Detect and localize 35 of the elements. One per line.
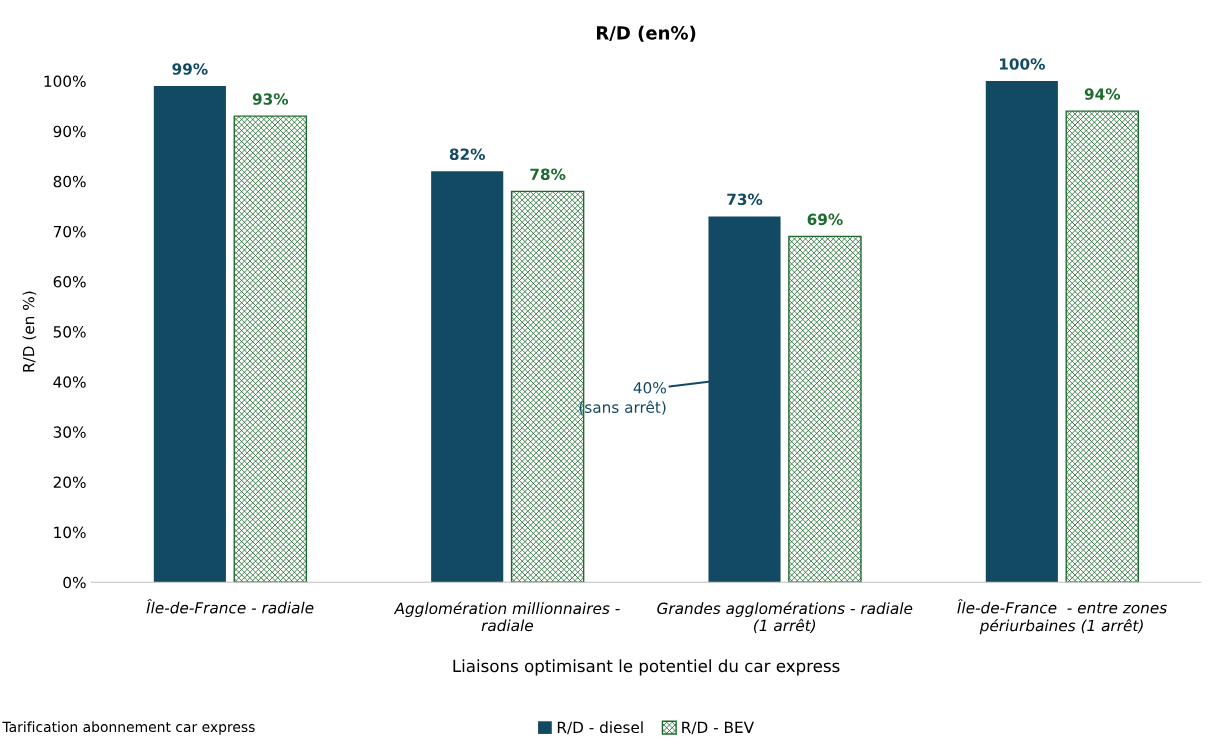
bar xyxy=(233,115,308,583)
y-tick-label: 100% xyxy=(44,75,86,88)
y-tick-label: 30% xyxy=(53,426,86,438)
bar xyxy=(788,235,862,583)
data-label: 82% xyxy=(449,148,485,160)
data-label: 94% xyxy=(1084,88,1121,100)
y-axis-title: R/D (en %) xyxy=(22,291,37,372)
bar xyxy=(1065,110,1140,583)
chart-title: R/D (en%) xyxy=(596,25,696,42)
bar xyxy=(153,86,226,583)
text: Tarification abonnement car express xyxy=(2,721,255,735)
x-axis-title: Liaisons optimisant le potentiel du car express xyxy=(453,659,840,676)
y-tick-label: 50% xyxy=(53,326,86,338)
y-tick-label: 90% xyxy=(53,125,86,138)
bar xyxy=(985,81,1058,583)
legend-label: R/D - BEV xyxy=(682,721,754,735)
data-label: 73% xyxy=(727,193,763,206)
y-tick-label: 10% xyxy=(54,526,86,539)
data-label: 69% xyxy=(807,213,843,226)
y-tick-label: 70% xyxy=(53,225,86,238)
y-tick-label: 60% xyxy=(53,276,86,288)
y-tick-label: 40% xyxy=(53,376,86,388)
x-tick-label: Grandes agglomérations - radiale (1 arrêt) xyxy=(657,601,913,634)
data-label: 93% xyxy=(252,93,289,105)
y-tick-label: 80% xyxy=(53,175,86,188)
data-label: 99% xyxy=(172,63,208,75)
data-label: 78% xyxy=(530,168,566,181)
legend-label: R/D - diesel xyxy=(557,721,643,735)
y-tick-label: 20% xyxy=(53,476,86,489)
x-tick-label: Agglomération millionnaires - radiale xyxy=(393,601,620,632)
data-label: 100% xyxy=(999,58,1045,70)
bar xyxy=(431,171,504,583)
x-tick-label: Île-de-France - radiale xyxy=(146,599,314,614)
x-tick-label: Île-de-France - entre zones périurbaines (1 arrêt) xyxy=(957,599,1167,635)
y-tick-label: 0% xyxy=(63,576,86,589)
